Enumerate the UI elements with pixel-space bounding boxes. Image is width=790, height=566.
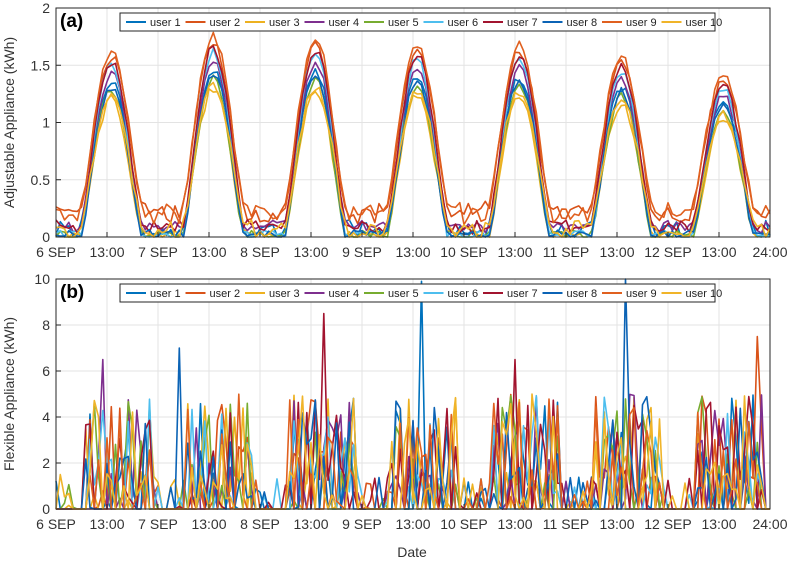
x-tick-label: 13:00 <box>701 244 736 260</box>
legend-entry: user 8 <box>567 288 598 300</box>
series-line-user-7 <box>55 45 771 235</box>
x-tick-label: 24:00 <box>752 516 787 532</box>
series-line-user-9 <box>55 31 771 226</box>
legend-entry: user 1 <box>150 17 181 29</box>
legend-entry: user 8 <box>567 17 598 29</box>
x-tick-label: 7 SEP <box>138 244 178 260</box>
x-tick-label: 24:00 <box>752 244 787 260</box>
x-tick-label: 13:00 <box>701 516 736 532</box>
legend-entry: user 6 <box>448 288 479 300</box>
x-tick-label: 13:00 <box>395 244 430 260</box>
panel-a: 0 0.5 1 1.5 2 6 SEP 13:00 7 SEP 13:00 8 SEP 13:00 9… <box>1 0 788 260</box>
x-tick-label: 13:00 <box>293 516 328 532</box>
x-tick-label: 8 SEP <box>240 244 280 260</box>
panel-label: (a) <box>60 11 83 32</box>
legend <box>119 283 716 303</box>
legend-entry: user 2 <box>210 288 241 300</box>
x-tick-label: 12 SEP <box>644 516 691 532</box>
x-tick-label: 13:00 <box>191 244 226 260</box>
legend-entry: user 4 <box>329 288 360 300</box>
x-tick-label: 9 SEP <box>342 516 382 532</box>
y-tick-label: 2 <box>42 455 50 471</box>
panel-label: (b) <box>60 282 84 303</box>
legend-entry: user 7 <box>507 288 538 300</box>
legend <box>119 12 716 32</box>
y-tick-label: 8 <box>42 317 50 333</box>
legend-entry: user 5 <box>388 17 419 29</box>
x-tick-label: 13:00 <box>497 516 532 532</box>
x-tick-label: 6 SEP <box>36 516 76 532</box>
y-axis-label: Flexible Appliance (kWh) <box>1 317 17 471</box>
legend-entry: user 4 <box>329 17 360 29</box>
x-tick-label: 11 SEP <box>543 516 589 532</box>
x-tick-label: 10 SEP <box>440 516 487 532</box>
legend-entry: user 3 <box>269 288 300 300</box>
y-axis-label: Adjustable Appliance (kWh) <box>1 37 17 208</box>
legend-entry: user 9 <box>626 17 657 29</box>
y-tick-label: 4 <box>42 409 50 425</box>
x-tick-label: 6 SEP <box>36 244 76 260</box>
legend-entry: user 9 <box>626 288 657 300</box>
x-tick-label: 13:00 <box>599 244 634 260</box>
x-tick-label: 13:00 <box>293 244 328 260</box>
legend-entry: user 10 <box>686 17 723 29</box>
y-tick-label: 1.5 <box>31 57 51 73</box>
series-line-user-2 <box>55 40 771 225</box>
x-tick-label: 13:00 <box>599 516 634 532</box>
panel-b: 0 2 4 6 8 10 6 SEP 13:00 7 SEP 13:00 8 SEP 13:00 9 S… <box>1 271 788 532</box>
legend-entry: user 6 <box>448 17 479 29</box>
legend-entry: user 1 <box>150 288 181 300</box>
y-tick-label: 0 <box>42 229 50 245</box>
x-tick-label: 7 SEP <box>138 516 178 532</box>
y-tick-label: 6 <box>42 363 50 379</box>
x-tick-label: 9 SEP <box>342 244 382 260</box>
x-tick-label: 10 SEP <box>440 244 487 260</box>
x-tick-label: 13:00 <box>89 244 124 260</box>
x-tick-label: 8 SEP <box>240 516 280 532</box>
legend-entry: user 2 <box>210 17 241 29</box>
x-axis-label: Date <box>397 544 427 560</box>
y-tick-label: 1 <box>42 115 50 131</box>
x-tick-label: 13:00 <box>395 516 430 532</box>
y-tick-label: 10 <box>34 271 50 287</box>
x-tick-label: 11 SEP <box>543 244 589 260</box>
x-tick-label: 13:00 <box>191 516 226 532</box>
x-tick-label: 13:00 <box>89 516 124 532</box>
legend-entry: user 7 <box>507 17 538 29</box>
y-tick-label: 0.5 <box>31 172 51 188</box>
y-tick-label: 0 <box>42 501 50 517</box>
legend-entry: user 5 <box>388 288 419 300</box>
y-tick-label: 2 <box>42 0 50 16</box>
x-tick-label: 13:00 <box>497 244 532 260</box>
legend-entry: user 3 <box>269 17 300 29</box>
x-tick-label: 12 SEP <box>644 244 691 260</box>
legend-entry: user 10 <box>686 288 723 300</box>
